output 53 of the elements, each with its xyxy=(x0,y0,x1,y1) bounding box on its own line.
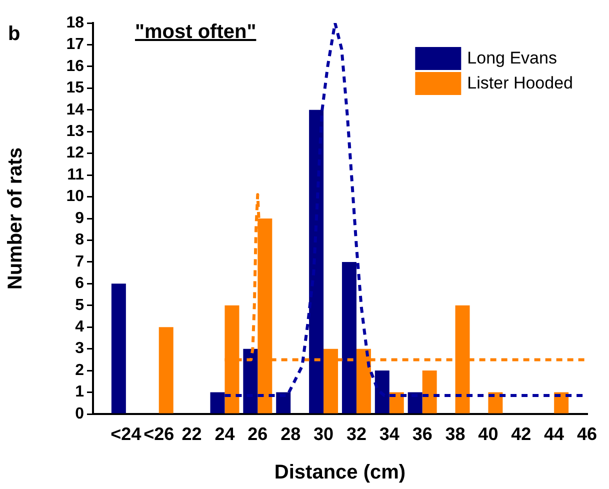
bar xyxy=(554,392,569,414)
y-tick-label: 17 xyxy=(66,36,84,54)
x-tick-label: <24 xyxy=(110,424,142,444)
y-tick-label: 9 xyxy=(75,210,84,227)
x-tick-label: 28 xyxy=(280,424,301,444)
bar xyxy=(309,110,324,414)
x-tick-label: 30 xyxy=(314,424,334,444)
y-tick-label: 8 xyxy=(75,232,84,249)
y-tick-label: 7 xyxy=(75,253,84,270)
y-axis-title: Number of rats xyxy=(4,147,27,290)
x-tick-label: 32 xyxy=(346,424,366,444)
y-tick-label: 0 xyxy=(75,405,84,422)
bar xyxy=(158,327,174,414)
x-tick-label: 40 xyxy=(478,424,498,444)
bar xyxy=(389,392,404,414)
y-tick-label: 12 xyxy=(66,144,84,162)
y-tick-label: 10 xyxy=(66,188,84,206)
x-tick-label: 42 xyxy=(511,424,532,444)
y-tick-label: 1 xyxy=(75,384,84,401)
y-tick-label: 18 xyxy=(66,14,84,32)
y-tick-label: 14 xyxy=(66,101,84,118)
x-tick-label: 34 xyxy=(379,424,400,444)
x-tick-label: <26 xyxy=(144,424,174,444)
chart-title: "most often" xyxy=(135,21,256,44)
legend-label: Long Evans xyxy=(467,48,557,68)
x-tick-label: 38 xyxy=(445,424,466,444)
bar xyxy=(374,370,390,414)
x-axis-title: Distance (cm) xyxy=(274,462,406,484)
x-tick-label: 44 xyxy=(544,424,564,444)
x-tick-label: 46 xyxy=(576,424,598,444)
bar xyxy=(111,284,126,414)
bar xyxy=(422,370,437,414)
bar xyxy=(243,348,258,414)
y-tick-label: 16 xyxy=(66,58,84,75)
x-tick-label: 24 xyxy=(214,424,235,444)
x-tick-label: 36 xyxy=(412,424,432,444)
x-tick-label: 22 xyxy=(182,424,202,444)
y-tick-label: 5 xyxy=(75,296,84,314)
y-tick-label: 4 xyxy=(75,318,84,336)
legend-label: Lister Hooded xyxy=(467,74,573,93)
bar xyxy=(488,392,503,414)
bar xyxy=(276,392,291,414)
bar xyxy=(342,262,356,414)
bar xyxy=(210,392,225,414)
bar xyxy=(408,392,422,414)
y-tick-label: 3 xyxy=(75,340,84,358)
y-tick-label: 11 xyxy=(67,166,84,184)
text: b xyxy=(8,23,20,45)
y-tick-label: 13 xyxy=(66,123,84,140)
y-tick-label: 6 xyxy=(75,275,84,292)
y-tick-label: 2 xyxy=(75,362,84,379)
x-tick-label: 26 xyxy=(248,424,268,444)
y-tick-label: 15 xyxy=(66,80,84,97)
